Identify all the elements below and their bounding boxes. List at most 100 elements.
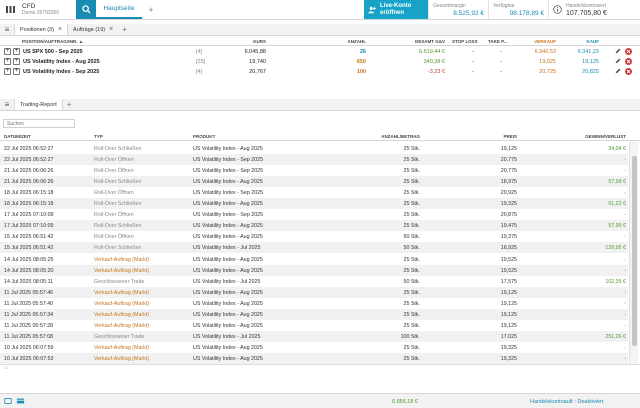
- hamburger-menu-icon[interactable]: ≡: [4, 25, 10, 34]
- card-icon[interactable]: [16, 397, 25, 407]
- col-anzahl-betrag[interactable]: ANZAHL/BETRAG: [381, 134, 420, 139]
- add-panel-tab-button[interactable]: +: [122, 25, 127, 34]
- expand-icon[interactable]: +: [13, 48, 20, 55]
- table-row[interactable]: 10 Jul 2025 06:07:53 Verkauf-Auftrag (Mar…: [0, 352, 628, 364]
- tab-orders[interactable]: Aufträge (19) ×: [68, 24, 118, 35]
- position-take[interactable]: -: [500, 59, 502, 65]
- settings-icon[interactable]: [4, 397, 12, 407]
- position-verkauf[interactable]: 19,025: [539, 59, 556, 65]
- col-gv[interactable]: GESAMT G&V: [414, 39, 445, 44]
- table-row[interactable]: 22 Jul 2025 06:52:27 Roll-Over Schließen U…: [0, 143, 628, 154]
- edit-icon[interactable]: [615, 58, 621, 66]
- table-row[interactable]: 11 Jul 2025 05:57:08 Geschlossener Trade U…: [0, 330, 628, 342]
- row-preis: 19,475: [500, 223, 517, 230]
- position-count: [4]: [196, 69, 203, 75]
- position-take[interactable]: -: [500, 49, 502, 55]
- row-typ: Roll-Over Öffnen: [94, 157, 134, 164]
- table-row[interactable]: 18 Jul 2025 06:15:18 Roll-Over Schließen U…: [0, 198, 628, 210]
- close-position-icon[interactable]: [625, 58, 632, 67]
- table-row[interactable]: 18 Jul 2025 06:15:18 Roll-Over Öffnen US V…: [0, 187, 628, 198]
- report-search-input[interactable]: [3, 119, 75, 128]
- row-anzahl: 25 Stk.: [403, 311, 421, 318]
- col-kauf[interactable]: KAUF: [586, 39, 600, 44]
- position-stop[interactable]: -: [472, 59, 474, 65]
- row-typ: Roll-Over Schließen: [94, 179, 142, 186]
- report-scrollbar[interactable]: [629, 142, 638, 364]
- close-position-icon[interactable]: [625, 48, 632, 57]
- position-kauf[interactable]: 20,825: [582, 69, 599, 75]
- table-row[interactable]: 14 Jul 2025 08:05:11 Geschlossener Trade U…: [0, 276, 628, 287]
- position-name: US SPX 500 - Sep 2025: [23, 49, 83, 55]
- tab-positions[interactable]: Positionen (3) ×: [14, 24, 69, 35]
- edit-icon[interactable]: [615, 48, 621, 56]
- expand-icon[interactable]: +: [4, 68, 11, 75]
- position-verkauf[interactable]: 20,725: [539, 69, 556, 75]
- row-produkt: US Volatility Index - Aug 2025: [193, 223, 263, 230]
- row-gv: -: [624, 234, 626, 241]
- row-anzahl: 25 Stk.: [403, 267, 421, 274]
- table-row[interactable]: 15 Jul 2025 06:51:42 Roll-Over Öffnen US V…: [0, 231, 628, 242]
- table-row[interactable]: 11 Jul 2025 05:57:40 Verkauf-Auftrag (Mar…: [0, 298, 628, 309]
- table-row[interactable]: 17 Jul 2025 07:10:09 Roll-Over Öffnen US V…: [0, 209, 628, 220]
- row-gv: -: [624, 355, 626, 362]
- add-panel-tab-button[interactable]: +: [66, 100, 72, 109]
- position-row[interactable]: + + US Volatility Index - Sep 2025 [4] 20,76…: [0, 67, 640, 77]
- table-row[interactable]: 10 Jul 2025 06:07:59 Verkauf-Auftrag (Mar…: [0, 342, 628, 353]
- open-live-account-button[interactable]: Live-Konto eröffnen: [364, 0, 428, 19]
- table-row[interactable]: 21 Jul 2025 06:06:26 Roll-Over Schließen U…: [0, 176, 628, 188]
- app-logo-icon[interactable]: [0, 0, 20, 19]
- close-position-icon[interactable]: [625, 68, 632, 77]
- tab-trading-report[interactable]: Trading-Report: [14, 99, 63, 110]
- position-kauf[interactable]: 19,125: [582, 59, 599, 65]
- expand-icon[interactable]: +: [13, 68, 20, 75]
- col-datum[interactable]: DATUM/ZEIT: [4, 134, 31, 139]
- row-gv: -: [624, 344, 626, 351]
- position-take[interactable]: -: [500, 69, 502, 75]
- position-row[interactable]: + + US SPX 500 - Sep 2025 [4] 6.045,88 26 6.51…: [0, 47, 640, 57]
- scrollbar-thumb[interactable]: [632, 156, 637, 346]
- col-preis[interactable]: PREIS: [503, 134, 517, 139]
- row-preis: 19,525: [500, 256, 517, 263]
- table-row[interactable]: 11 Jul 2025 05:57:34 Verkauf-Auftrag (Mar…: [0, 308, 628, 320]
- col-produkt[interactable]: PRODUKT: [193, 134, 216, 139]
- close-icon[interactable]: ×: [57, 26, 63, 33]
- col-verkauf[interactable]: VERKAUF: [534, 39, 556, 44]
- expand-icon[interactable]: +: [4, 48, 11, 55]
- position-kauf[interactable]: 6.341,23: [577, 49, 599, 55]
- search-button[interactable]: [76, 0, 96, 19]
- close-icon[interactable]: ×: [109, 26, 114, 33]
- position-verkauf[interactable]: 6.340,53: [534, 49, 556, 55]
- lock-icon[interactable]: ⌂: [4, 365, 8, 371]
- tab-hauptseite[interactable]: Hauptseite: [96, 0, 142, 19]
- table-row[interactable]: 14 Jul 2025 08:05:20 Verkauf-Auftrag (Mar…: [0, 264, 628, 276]
- position-row[interactable]: + + US Volatility Index - Aug 2025 [25] 19,7…: [0, 57, 640, 67]
- col-position[interactable]: POSITION/AUFTRAGSNR. ▲: [22, 39, 84, 44]
- table-row[interactable]: 21 Jul 2025 06:06:26 Roll-Over Öffnen US V…: [0, 165, 628, 176]
- add-tab-button[interactable]: +: [148, 4, 154, 15]
- row-produkt: US Volatility Index - Aug 2025: [193, 201, 263, 208]
- row-datum: 11 Jul 2025 05:57:46: [4, 289, 54, 296]
- edit-icon[interactable]: [615, 68, 621, 76]
- table-row[interactable]: 17 Jul 2025 07:10:09 Roll-Over Schließen U…: [0, 220, 628, 232]
- table-row[interactable]: 11 Jul 2025 05:57:28 Verkauf-Auftrag (Mar…: [0, 320, 628, 331]
- col-kurs[interactable]: KURS: [253, 39, 266, 44]
- account-value-stat[interactable]: Handelskontowert 107.705,80 €: [548, 0, 640, 19]
- col-gewinn-verlust[interactable]: GEWINN/VERLUST: [585, 134, 626, 139]
- position-stop[interactable]: -: [472, 69, 474, 75]
- expand-icon[interactable]: +: [13, 58, 20, 65]
- col-stop-loss[interactable]: STOP LOSS: [452, 39, 478, 44]
- col-anzahl[interactable]: ANZAHL: [347, 39, 367, 44]
- top-bar: CFD Demo 25793260 Hauptseite + Live-Kont…: [0, 0, 640, 20]
- col-take-profit[interactable]: TAKE P...: [488, 39, 508, 44]
- table-row[interactable]: 15 Jul 2025 06:51:42 Roll-Over Schließen U…: [0, 242, 628, 254]
- row-produkt: US Volatility Index - Aug 2025: [193, 289, 263, 296]
- hamburger-menu-icon[interactable]: ≡: [4, 100, 10, 109]
- col-typ[interactable]: TYP: [94, 134, 103, 139]
- account-selector[interactable]: CFD Demo 25793260: [20, 0, 76, 19]
- position-stop[interactable]: -: [472, 49, 474, 55]
- table-row[interactable]: 22 Jul 2025 06:52:27 Roll-Over Öffnen US V…: [0, 154, 628, 166]
- expand-icon[interactable]: +: [4, 58, 11, 65]
- table-row[interactable]: 11 Jul 2025 05:57:46 Verkauf-Auftrag (Mar…: [0, 286, 628, 298]
- position-anzahl: 100: [356, 69, 366, 75]
- table-row[interactable]: 14 Jul 2025 08:05:25 Verkauf-Auftrag (Mar…: [0, 254, 628, 265]
